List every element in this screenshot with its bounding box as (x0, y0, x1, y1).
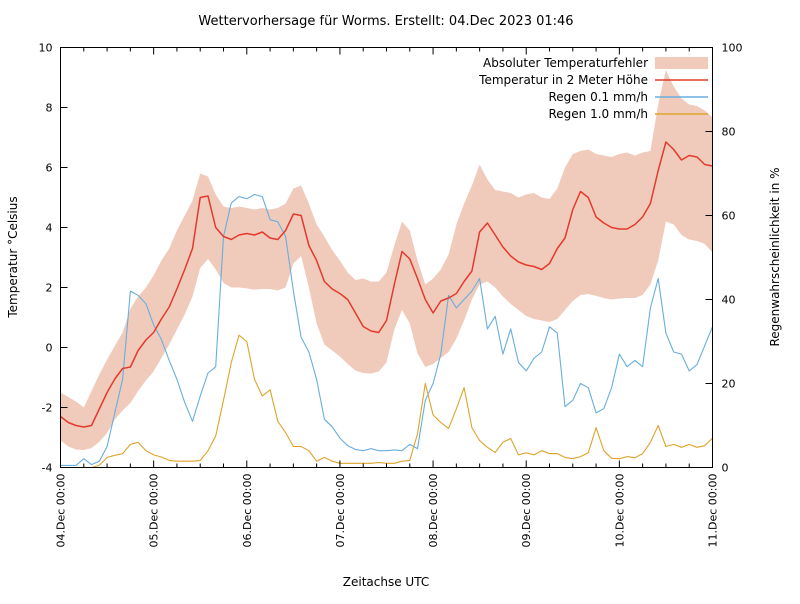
x-tick-label: 08.Dec 00:00 (427, 474, 440, 548)
y-right-tick-label: 0 (722, 462, 729, 475)
y-right-tick-label: 40 (722, 294, 736, 307)
y-left-tick-label: 2 (46, 282, 53, 295)
legend-label: Regen 0.1 mm/h (548, 90, 648, 104)
rain-0.1mm-line (60, 193, 714, 466)
y-left-tick-label: 0 (46, 342, 53, 355)
y-axis-label-left: Temperatur °Celsius (6, 196, 20, 318)
y-left-tick-label: 10 (39, 42, 53, 55)
legend-label: Regen 1.0 mm/h (548, 107, 648, 121)
y-right-tick-label: 100 (722, 42, 743, 55)
y-left-tick-label: 4 (46, 222, 53, 235)
y-axis-label-right: Regenwahrscheinlichkeit in % (768, 167, 782, 346)
legend-band-swatch (655, 57, 708, 69)
x-tick-label: 11.Dec 00:00 (707, 474, 720, 548)
y-left-tick-label: -2 (42, 402, 53, 415)
legend-label: Temperatur in 2 Meter Höhe (478, 73, 648, 87)
y-right-tick-label: 80 (722, 126, 736, 139)
y-right-tick-label: 60 (722, 210, 736, 223)
x-tick-label: 06.Dec 00:00 (241, 474, 254, 548)
chart-title: Wettervorhersage für Worms. Erstellt: 04… (198, 14, 573, 29)
x-axis-label: Zeitachse UTC (343, 575, 429, 589)
rain-1.0mm-line (60, 334, 713, 469)
x-tick-label: 04.Dec 00:00 (55, 474, 68, 548)
legend-label: Absoluter Temperaturfehler (483, 56, 648, 70)
y-left-tick-label: 6 (46, 162, 53, 175)
temperature-error-band (60, 70, 713, 451)
plot-area: 04.Dec 00:00 05.Dec 00:00 06.Dec 00:00 07.D… (39, 42, 743, 548)
x-tick-label: 10.Dec 00:00 (613, 474, 626, 548)
x-tick-label: 09.Dec 00:00 (520, 474, 533, 548)
x-tick-label: 07.Dec 00:00 (334, 474, 347, 548)
y-left-tick-label: 8 (46, 102, 53, 115)
y-right-tick-label: 20 (722, 378, 736, 391)
y-left-tick-label: -4 (42, 462, 53, 475)
temperature-line (60, 141, 713, 428)
x-tick-label: 05.Dec 00:00 (148, 474, 161, 548)
